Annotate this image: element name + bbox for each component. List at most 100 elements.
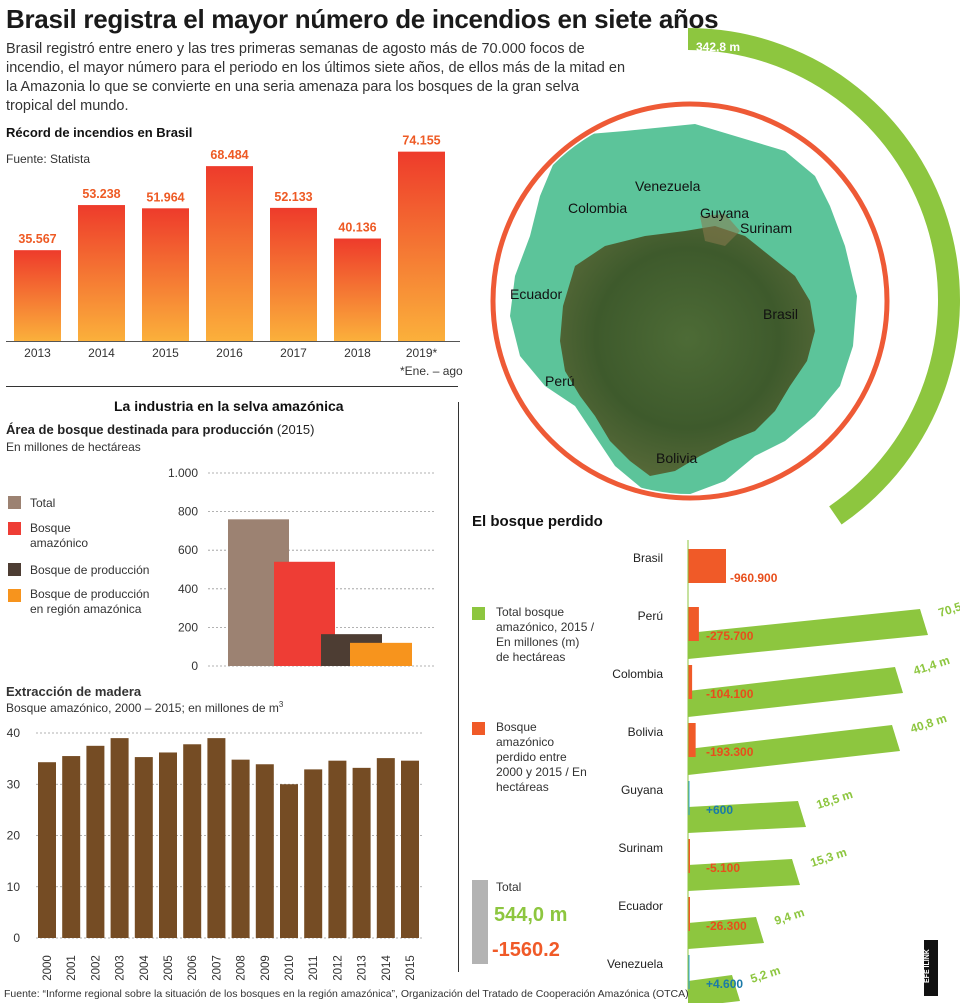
lost-country-label: Colombia	[612, 667, 663, 681]
lost-forest-bar-Surinam	[688, 839, 690, 873]
fires-bar-2015	[142, 208, 189, 341]
lost-country-label: Perú	[638, 609, 663, 623]
fires-year-label: 2016	[216, 346, 243, 360]
fires-value-label: 51.964	[146, 190, 184, 204]
efe-logo: EFE ILINK	[924, 940, 938, 996]
legend-swatch-production	[8, 563, 21, 576]
wood-year-label: 2006	[187, 955, 199, 981]
wood-tick-label: 40	[7, 726, 21, 740]
lost-forest-bar-Venezuela	[688, 955, 690, 989]
map-label-peru: Perú	[545, 373, 575, 389]
fires-year-label: 2018	[344, 346, 371, 360]
wood-bar-2014	[376, 758, 395, 938]
lost-forest-label: -104.100	[706, 687, 754, 701]
fires-year-label: 2017	[280, 346, 307, 360]
area-bar-chart: 0 200 400 600 800 1.000	[168, 466, 436, 673]
wood-year-label: 2000	[42, 955, 54, 981]
lost-total-label: 342,8 m	[696, 40, 740, 54]
wood-bar-2001	[62, 756, 81, 938]
wood-bar-2011	[304, 769, 323, 938]
lost-total-bar-Venezuela	[688, 975, 740, 1003]
wood-tick-label: 20	[7, 829, 21, 843]
map-label-bolivia: Bolivia	[656, 450, 698, 466]
fires-bar-2013	[14, 250, 61, 341]
total-forest-value: 544,0 m	[494, 904, 568, 926]
wood-year-label: 2012	[332, 955, 344, 981]
wood-bar-2003	[110, 738, 129, 938]
lost-total-label: 9,4 m	[773, 905, 807, 928]
wood-chart-unit-sup: 3	[278, 700, 284, 709]
area-chart-year: (2015)	[273, 422, 315, 437]
wood-year-label: 2009	[260, 955, 272, 981]
fires-year-label: 2014	[88, 346, 115, 360]
amazon-map	[490, 101, 890, 501]
lost-country-label: Guyana	[621, 783, 663, 797]
wood-year-label: 2003	[115, 955, 127, 981]
wood-year-label: 2011	[308, 956, 320, 981]
map-label-surinam: Surinam	[740, 220, 793, 236]
wood-bar-2004	[134, 757, 153, 938]
fires-value-label: 35.567	[18, 232, 56, 246]
wood-bar-2015	[401, 760, 419, 938]
page-title: Brasil registra el mayor número de incen…	[6, 4, 719, 34]
wood-year-label: 2002	[90, 955, 102, 981]
intro-text: Brasil registró entre enero y las tres p…	[6, 41, 626, 114]
fires-year-label: 2013	[24, 346, 51, 360]
fires-chart-note: *Ene. – ago	[400, 364, 463, 378]
area-chart-heading: Área de bosque destinada para producción…	[6, 422, 314, 437]
lost-total-bar-Bolivia	[688, 725, 900, 775]
fires-bar-2016	[206, 166, 253, 341]
wood-bar-2002	[86, 745, 105, 938]
lost-country-label: Venezuela	[607, 957, 663, 971]
wood-year-label: 2015	[405, 955, 417, 981]
lost-total-label: 15,3 m	[809, 845, 849, 870]
total-lost-value: -1560.2	[492, 939, 560, 961]
lost-total-bar-Colombia	[688, 667, 903, 717]
lost-forest-label: +600	[706, 803, 733, 817]
legend-swatch-production-amazon	[8, 589, 21, 602]
wood-chart-title: Extracción de madera	[6, 684, 142, 699]
map-label-guyana: Guyana	[700, 205, 750, 221]
fires-bar-2018	[334, 238, 381, 341]
fires-bar-2019*	[398, 151, 445, 341]
area-tick-label: 1.000	[168, 466, 198, 480]
legend-label-amazon: Bosque amazónico	[30, 521, 89, 550]
wood-year-label: 2008	[236, 955, 248, 981]
lost-forest-label: -275.700	[706, 629, 754, 643]
lost-total-bar-Guyana	[688, 801, 806, 833]
wood-bar-2007	[207, 738, 226, 938]
map-label-colombia: Colombia	[568, 200, 628, 216]
lost-country-label: Bolivia	[628, 725, 664, 739]
wood-bar-chart: 0 10 20 30 40 2000 2001 2002 2003 2004 2005 2006 200…	[7, 726, 424, 981]
fires-value-label: 53.238	[82, 187, 120, 201]
area-chart-title: Área de bosque destinada para producción	[6, 422, 274, 437]
fires-year-label: 2015	[152, 346, 179, 360]
fires-value-label: 74.155	[402, 134, 440, 148]
wood-year-label: 2007	[211, 955, 223, 981]
legend-label-total: Total	[30, 496, 56, 510]
legend-label-production: Bosque de producción	[30, 563, 150, 577]
legend-swatch-total-forest	[472, 607, 485, 620]
lost-forest-label: +4.600	[706, 977, 743, 991]
fires-value-label: 40.136	[338, 221, 376, 235]
lost-country-label: Ecuador	[618, 899, 663, 913]
lost-country-label: Brasil	[633, 551, 663, 565]
lost-total-label: 40,8 m	[909, 711, 949, 736]
lost-forest-bar-Colombia	[688, 665, 693, 699]
wood-bar-2009	[255, 764, 274, 938]
wood-bar-2006	[183, 744, 202, 938]
wood-year-label: 2005	[163, 955, 175, 981]
map-label-brasil: Brasil	[763, 306, 799, 322]
wood-bar-2012	[328, 760, 347, 938]
industry-section-title: La industria en la selva amazónica	[114, 398, 344, 414]
wood-chart-unit: Bosque amazónico, 2000 – 2015; en millon…	[6, 700, 283, 715]
wood-bar-2008	[231, 759, 250, 938]
wood-bar-2010	[280, 784, 298, 938]
wood-year-label: 2014	[381, 955, 393, 981]
wood-chart-unit-text: Bosque amazónico, 2000 – 2015; en millon…	[6, 701, 279, 715]
area-tick-label: 200	[178, 620, 198, 634]
legend-label-production-amazon: Bosque de producción en región amazónica	[30, 587, 150, 616]
section-divider	[6, 386, 458, 387]
map-label-venezuela: Venezuela	[635, 178, 701, 194]
